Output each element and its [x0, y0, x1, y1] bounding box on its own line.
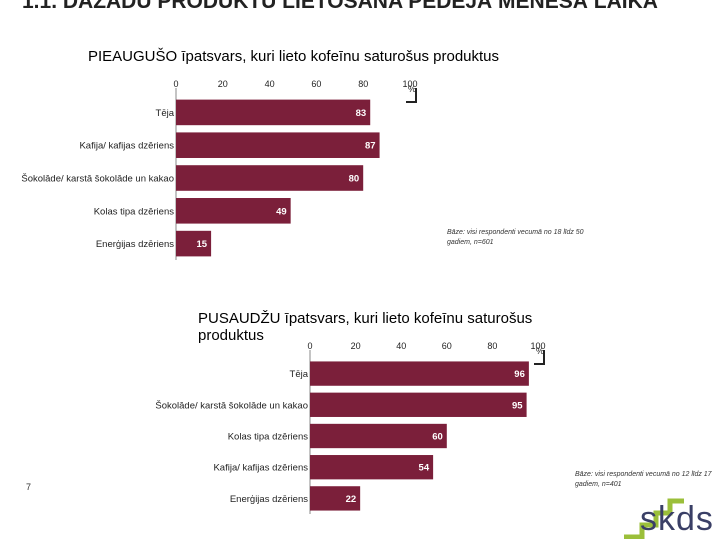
bar-value-label: 22: [346, 494, 357, 505]
x-tick-label: 20: [351, 341, 361, 351]
bar: [176, 165, 364, 191]
category-label: Kafija/ kafijas dzēriens: [213, 463, 308, 474]
bar-value-label: 54: [419, 463, 430, 474]
category-label: Šokolāde/ karstā šokolāde un kakao: [155, 400, 308, 411]
x-tick-label: 40: [396, 341, 406, 351]
bar-value-label: 60: [432, 432, 443, 443]
category-label: Kafija/ kafijas dzēriens: [79, 141, 174, 152]
page-number: 7: [26, 482, 32, 492]
bar-value-label: 83: [356, 108, 367, 119]
chart-title-teens: PUSAUDŽU īpatsvars, kuri lieto kofeīnu s…: [198, 310, 533, 344]
x-unit-label: %: [536, 346, 544, 356]
base-note-teens: Bāze: visi respondenti vecumā no 12 līdz…: [575, 471, 712, 488]
skds-logo-icon: [624, 498, 684, 539]
skds-logo-text: skds: [640, 500, 714, 538]
axis-corner-mark: [406, 88, 417, 103]
x-tick-label: 60: [442, 341, 452, 351]
x-tick-label: 0: [307, 341, 312, 351]
bar: [176, 99, 371, 126]
x-tick-label: 100: [402, 79, 417, 89]
bar: [310, 486, 361, 511]
bar: [310, 392, 527, 417]
bar: [176, 198, 291, 224]
x-tick-label: 40: [265, 79, 275, 89]
category-label: Kolas tipa dzēriens: [94, 206, 175, 217]
x-tick-label: 60: [311, 79, 321, 89]
x-tick-label: 100: [530, 341, 545, 351]
bar-value-label: 49: [276, 206, 287, 217]
category-label: Enerģijas dzēriens: [96, 239, 174, 250]
bar-value-label: 95: [512, 400, 523, 411]
bar-value-label: 96: [514, 369, 525, 380]
chart-title-adults: PIEAUGUŠO īpatsvars, kuri lieto kofeīnu …: [88, 48, 500, 65]
x-tick-label: 0: [173, 79, 178, 89]
bar: [176, 230, 212, 257]
bar: [176, 132, 380, 158]
base-note-adults: Bāze: visi respondenti vecumā no 18 līdz…: [447, 229, 584, 246]
bar: [310, 423, 447, 449]
x-tick-label: 20: [218, 79, 228, 89]
x-unit-label: %: [408, 84, 416, 94]
category-label: Kolas tipa dzēriens: [228, 432, 309, 443]
bar: [310, 455, 434, 480]
category-label: Šokolāde/ karstā šokolāde un kakao: [21, 174, 174, 185]
category-label: Tēja: [290, 369, 309, 380]
bar-value-label: 80: [349, 174, 360, 185]
category-label: Enerģijas dzēriens: [230, 494, 308, 505]
category-label: Tēja: [156, 108, 175, 119]
axis-corner-mark: [534, 350, 545, 365]
bar-value-label: 87: [365, 141, 376, 152]
bar: [310, 361, 529, 386]
x-tick-label: 80: [358, 79, 368, 89]
x-tick-label: 80: [487, 341, 497, 351]
slide-title: 1.1. DAŽĀDU PRODUKTU LIETOŠANA PĒDĒJĀ MĒ…: [22, 0, 658, 13]
bar-value-label: 15: [197, 239, 208, 250]
